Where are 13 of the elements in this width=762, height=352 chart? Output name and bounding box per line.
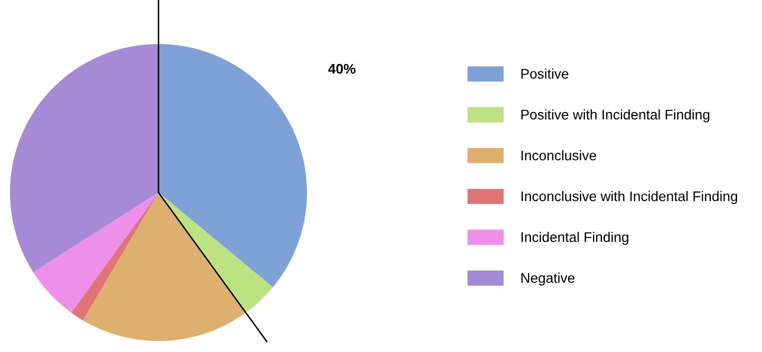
pie-slice <box>82 192 246 341</box>
legend-label: Inconclusive with Incidental Finding <box>522 191 738 204</box>
legend-label: Positive <box>521 68 568 79</box>
pie-slice <box>33 192 158 313</box>
pie-slice <box>10 44 158 272</box>
pie-slice <box>71 192 158 320</box>
legend-label: Positive with Incidental Finding <box>521 109 710 122</box>
legend-label: Incidental Finding <box>522 232 628 245</box>
pie-slice <box>158 192 273 313</box>
legend-label: Inconclusive <box>522 150 596 160</box>
legend-label: Negative <box>521 272 574 286</box>
pie-slice <box>158 44 307 288</box>
text: 40% <box>328 64 356 74</box>
